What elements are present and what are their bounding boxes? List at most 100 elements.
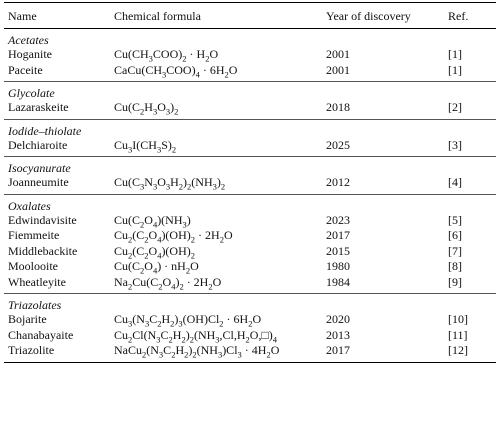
group-row: Isocyanurate (4, 156, 496, 175)
chemical-formula: Cu(C2H3O3)2 (110, 100, 322, 119)
formula-part: O (209, 47, 219, 61)
chemical-formula: Cu2Cl(N3C2H2)2(NH3,Cl,H2O,□)4 (110, 328, 322, 344)
year-of-discovery: 1980 (326, 259, 350, 273)
formula-part: )Cl (222, 343, 238, 357)
formula-subscript: 3 (152, 181, 158, 192)
mineral-name: Wheatleyite (8, 274, 66, 289)
formula-subscript: 2 (157, 318, 162, 329)
chemical-formula: Cu(C2O4) · nH2O (110, 259, 322, 275)
mineral-name: Edwindavisite (8, 212, 77, 227)
formula-subscript: 3 (140, 181, 145, 192)
formula-part: O (228, 62, 238, 77)
formula-part: O (148, 243, 158, 258)
formula-part: · 4H (241, 343, 267, 357)
formula-subscript: 3 (237, 349, 242, 360)
mineral-row: Moolooite Cu(C2O4) · nH2O 1980 [8] (4, 259, 496, 275)
formula-part: (N (146, 343, 159, 357)
formula-subscript: 3 (178, 318, 183, 329)
formula-part: O (157, 175, 166, 189)
formula-subscript: 2 (220, 181, 226, 192)
minerals-table: Name Chemical formula Year of discovery Ref… (4, 2, 496, 363)
formula-part: C (149, 312, 158, 326)
formula-subscript: 3 (182, 218, 187, 229)
formula-subscript: 2 (140, 265, 145, 276)
mineral-name: Triazolite (8, 343, 55, 357)
formula-part: Cu(C (114, 100, 141, 114)
formula-subscript: 2 (245, 333, 250, 344)
formula-part: O (162, 274, 172, 289)
formula-part: O (144, 259, 153, 273)
chemical-formula: Cu2(C2O4)(OH)2 (110, 244, 322, 260)
mineral-row: Lazaraskeite Cu(C2H3O3)2 2018 [2] (4, 100, 496, 119)
reference: [8] (448, 259, 462, 273)
formula-part: N (144, 175, 153, 189)
formula-part: Cu(C (114, 175, 141, 189)
group-title: Iodide–thiolate (4, 118, 496, 138)
formula-part: ) · nH (157, 259, 186, 273)
formula-part: (OH)Cl (182, 312, 220, 326)
reference: [10] (448, 312, 468, 326)
group-title: Acetates (8, 33, 49, 47)
formula-subscript: 3 (217, 349, 223, 360)
formula-subscript: 2 (248, 318, 253, 329)
formula-part: ) (186, 212, 191, 227)
formula-part: CaCu(CH (114, 62, 162, 77)
formula-part: C (163, 343, 172, 357)
formula-part: O (270, 343, 280, 357)
group-row: Oxalates (4, 193, 496, 213)
year-of-discovery: 2001 (326, 62, 350, 77)
formula-part: ) (188, 343, 193, 357)
formula-subscript: 2 (208, 280, 213, 291)
formula-part: O (190, 259, 199, 273)
year-of-discovery: 2018 (326, 100, 350, 114)
formula-subscript: 4 (152, 265, 158, 276)
group-row: Iodide–thiolate (4, 118, 496, 138)
formula-part: NaCu (114, 343, 142, 357)
mineral-row: Chanabayaite Cu2Cl(N3C2H2)2(NH3,Cl,H2O,□)… (4, 328, 496, 344)
formula-subscript: 3 (215, 333, 220, 344)
chemical-formula: Cu2(C2O4)(OH)2 · 2H2O (110, 228, 322, 244)
formula-part: )(OH) (161, 228, 191, 242)
formula-part: O (212, 274, 222, 289)
group-title: Triazolates (4, 293, 496, 312)
group-title: Oxalates (4, 193, 496, 213)
formula-subscript: 3 (128, 318, 133, 329)
formula-subscript: 2 (178, 181, 184, 192)
reference: [7] (448, 243, 462, 258)
formula-subscript: 2 (171, 143, 177, 154)
formula-part: H (161, 312, 171, 326)
formula-part: Cu (114, 228, 129, 242)
formula-part: )(OH) (161, 243, 191, 258)
formula-part: ) (185, 327, 190, 342)
column-header: Chemical formula (110, 2, 322, 29)
formula-subscript: 4 (272, 333, 277, 344)
formula-subscript: 2 (179, 280, 184, 291)
formula-part: H (170, 175, 179, 189)
formula-part: Cu(C (114, 259, 141, 273)
formula-subscript: 2 (205, 53, 210, 64)
mineral-name: Fiemmeite (8, 228, 60, 242)
mineral-row: Edwindavisite Cu(C2O4)(NH3) 2023 [5] (4, 213, 496, 229)
formula-part: · 6H (223, 312, 249, 326)
chemical-formula: CaCu(CH3COO)4 · 6H2O (110, 63, 322, 82)
formula-subscript: 2 (182, 53, 187, 64)
formula-subscript: 2 (171, 349, 176, 360)
formula-subscript: 2 (266, 349, 271, 360)
mineral-name: Lazaraskeite (8, 100, 69, 114)
formula-subscript: 2 (181, 333, 186, 344)
formula-subscript: 2 (142, 349, 147, 360)
formula-subscript: 2 (128, 333, 133, 344)
formula-part: H (175, 343, 185, 357)
reference: [1] (448, 62, 462, 77)
column-header: Year of discovery (322, 2, 444, 29)
group-title: Isocyanurate (4, 156, 496, 175)
year-of-discovery: 2001 (326, 47, 350, 61)
formula-subscript: 2 (128, 249, 133, 260)
year-of-discovery: 2023 (326, 212, 350, 227)
formula-subscript: 3 (148, 53, 153, 64)
chemical-formula: Cu(CH3COO)2 · H2O (110, 47, 322, 63)
formula-subscript: 2 (168, 333, 173, 344)
formula-subscript: 2 (219, 318, 224, 329)
formula-part: (NH (193, 327, 216, 342)
